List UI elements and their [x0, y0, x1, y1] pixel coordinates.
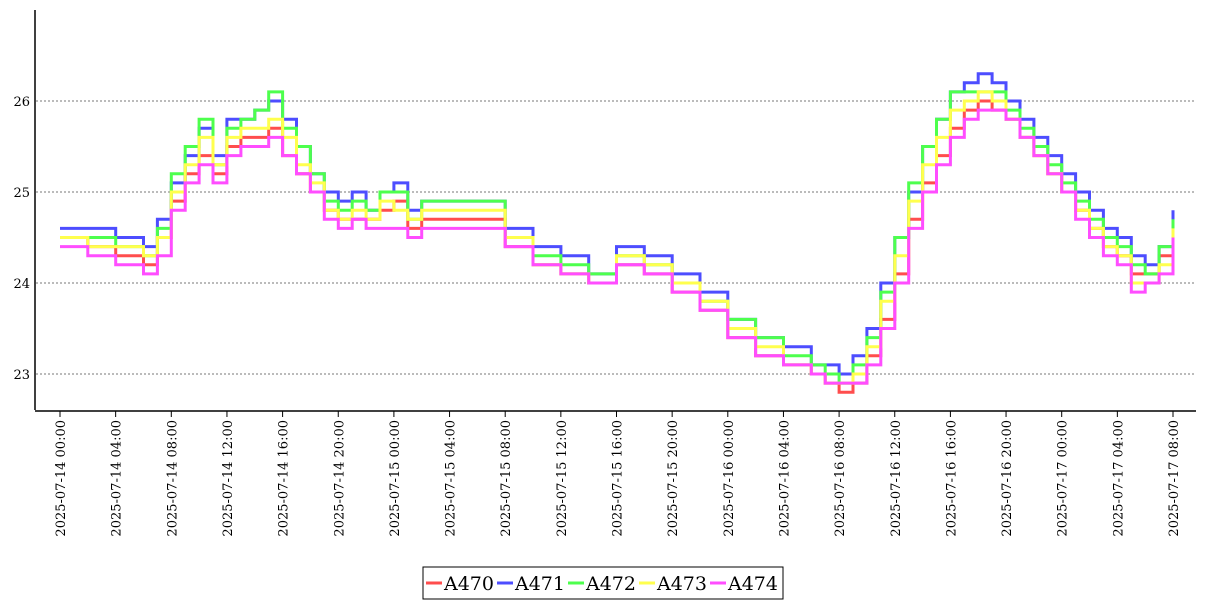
- legend-label-a473[interactable]: A473: [656, 573, 707, 595]
- x-tick-label: 2025-07-16 20:00: [1000, 420, 1015, 537]
- legend-label-a470[interactable]: A470: [443, 573, 494, 595]
- x-tick-label: 2025-07-14 20:00: [332, 420, 347, 537]
- x-tick-label: 2025-07-14 00:00: [54, 420, 69, 537]
- x-tick-label: 2025-07-17 08:00: [1167, 420, 1182, 537]
- y-tick-label: 25: [13, 186, 30, 201]
- x-tick-label: 2025-07-16 00:00: [722, 420, 737, 537]
- legend-label-a474[interactable]: A474: [727, 573, 778, 595]
- series-line-a472: [60, 90, 1175, 385]
- legend-label-a471[interactable]: A471: [514, 573, 565, 595]
- x-tick-label: 2025-07-16 12:00: [889, 420, 904, 537]
- x-tick-label: 2025-07-15 16:00: [611, 420, 626, 537]
- legend-label-a472[interactable]: A472: [585, 573, 636, 595]
- x-tick-label: 2025-07-16 08:00: [833, 420, 848, 537]
- x-tick-label: 2025-07-15 20:00: [666, 420, 681, 537]
- series-line-a474: [60, 108, 1175, 385]
- x-tick-label: 2025-07-15 04:00: [444, 420, 459, 537]
- x-tick-label: 2025-07-14 12:00: [221, 420, 236, 537]
- x-tick-label: 2025-07-14 16:00: [277, 420, 292, 537]
- x-tick-label: 2025-07-14 08:00: [165, 420, 180, 537]
- x-tick-label: 2025-07-16 16:00: [944, 420, 959, 537]
- series-lines: [60, 72, 1175, 394]
- y-tick-label: 24: [13, 277, 30, 292]
- x-tick-label: 2025-07-14 04:00: [110, 420, 125, 537]
- x-tick-label: 2025-07-17 00:00: [1056, 420, 1071, 537]
- x-tick-label: 2025-07-17 04:00: [1111, 420, 1126, 537]
- y-tick-label: 23: [13, 368, 30, 383]
- x-tick-label: 2025-07-16 04:00: [777, 420, 792, 537]
- y-axis-ticks: 23 24 25 26: [13, 95, 30, 383]
- legend[interactable]: A470 A471 A472 A473 A474: [422, 566, 784, 600]
- x-axis-ticks: 2025-07-14 00:00 2025-07-14 04:00 2025-07-…: [54, 411, 1182, 537]
- x-tick-label: 2025-07-15 12:00: [555, 420, 570, 537]
- gridlines: [36, 100, 1196, 375]
- y-tick-label: 26: [13, 95, 30, 110]
- x-tick-label: 2025-07-15 00:00: [388, 420, 403, 537]
- x-tick-label: 2025-07-15 08:00: [499, 420, 514, 537]
